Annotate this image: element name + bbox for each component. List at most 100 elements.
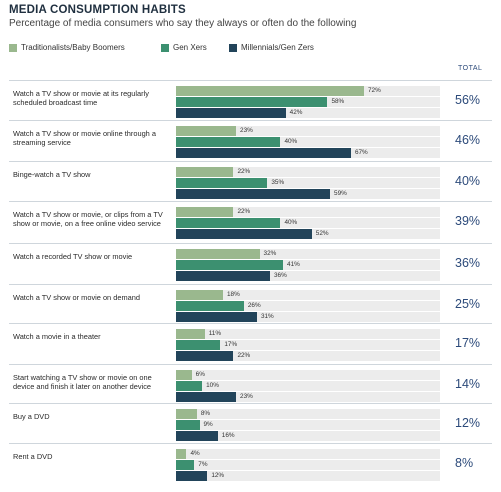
- chart-title: MEDIA CONSUMPTION HABITS: [9, 4, 186, 16]
- bar-value-label: 40%: [284, 138, 298, 145]
- bar: [176, 420, 200, 430]
- row-divider: [9, 323, 492, 324]
- total-column-header: TOTAL: [458, 65, 483, 72]
- legend-label: Gen Xers: [173, 43, 207, 52]
- bar-track: 22%: [176, 207, 440, 217]
- bar-track: 52%: [176, 229, 440, 239]
- bar: [176, 218, 281, 228]
- legend-item: Gen Xers: [161, 43, 207, 52]
- bar: [176, 137, 281, 147]
- bar: [176, 148, 351, 158]
- chart-row: Binge-watch a TV show 22% 35% 59% 40%: [9, 161, 492, 202]
- bar-track: 72%: [176, 86, 440, 96]
- bar-track: 23%: [176, 126, 440, 136]
- bar-value-label: 12%: [211, 472, 225, 479]
- bar-value-label: 23%: [240, 393, 253, 400]
- bar-value-label: 18%: [227, 291, 240, 298]
- bar: [176, 329, 205, 339]
- bar: [176, 431, 218, 441]
- bar-track: 12%: [176, 471, 440, 481]
- legend-swatch: [161, 43, 169, 52]
- row-divider: [9, 80, 492, 81]
- total-value: 40%: [455, 174, 481, 188]
- bar-value-label: 22%: [237, 168, 251, 175]
- bar-value-label: 11%: [208, 330, 222, 337]
- bar: [176, 471, 208, 481]
- bar-value-label: 4%: [190, 450, 200, 457]
- bar: [176, 126, 237, 136]
- row-divider: [9, 284, 492, 285]
- total-value: 17%: [455, 336, 481, 350]
- bar-value-label: 8%: [200, 410, 211, 417]
- bar-value-label: 36%: [274, 272, 287, 279]
- category-label: Binge-watch a TV show: [13, 170, 91, 179]
- row-divider: [9, 161, 492, 162]
- bar-track: 31%: [176, 312, 440, 322]
- bar: [176, 97, 328, 107]
- bar-track: 22%: [176, 167, 440, 177]
- legend-swatch: [9, 43, 17, 52]
- bar-value-label: 35%: [271, 179, 285, 186]
- bar: [176, 86, 364, 96]
- category-label: Watch a TV show or movie at its regularl…: [13, 89, 149, 108]
- bar-value-label: 40%: [284, 219, 298, 226]
- legend: Traditionalists/Baby Boomers Gen Xers Mill…: [9, 43, 314, 57]
- bar-value-label: 10%: [206, 382, 219, 389]
- legend-label: Traditionalists/Baby Boomers: [21, 43, 125, 52]
- category-label: Start watching a TV show or movie on one…: [13, 373, 152, 392]
- bar: [176, 370, 192, 380]
- chart-row: Watch a TV show or movie online through …: [9, 120, 492, 161]
- chart-row: Buy a DVD 8% 9% 16% 12%: [9, 403, 492, 444]
- bar-track: 32%: [176, 249, 440, 259]
- bar-value-label: 59%: [334, 190, 347, 197]
- bar-value-label: 31%: [260, 313, 274, 320]
- bar-track: 17%: [176, 340, 440, 350]
- bar: [176, 229, 312, 239]
- bar-track: 9%: [176, 420, 440, 430]
- total-value: 46%: [455, 133, 481, 147]
- total-value: 25%: [455, 297, 481, 311]
- chart-row: Start watching a TV show or movie on one…: [9, 364, 492, 405]
- row-divider: [9, 403, 492, 404]
- bar-value-label: 22%: [237, 208, 251, 215]
- chart-subtitle: Percentage of media consumers who say th…: [9, 18, 357, 29]
- chart-row: Watch a TV show or movie on demand 18% 26%…: [9, 284, 492, 325]
- bar-value-label: 52%: [315, 230, 329, 237]
- chart-row: Watch a TV show or movie at its regularl…: [9, 80, 492, 121]
- bar: [176, 340, 221, 350]
- bar-value-label: 16%: [221, 432, 235, 439]
- bar: [176, 312, 257, 322]
- bar-track: 59%: [176, 189, 440, 199]
- chart-row: Watch a TV show or movie, or clips from …: [9, 201, 492, 242]
- bar: [176, 449, 187, 459]
- bar: [176, 351, 234, 361]
- legend-item: Millennials/Gen Zers: [229, 43, 314, 52]
- bar: [176, 409, 197, 419]
- bar-value-label: 41%: [287, 261, 300, 268]
- bar-value-label: 67%: [354, 149, 368, 156]
- category-label: Watch a movie in a theater: [13, 332, 101, 341]
- total-value: 56%: [455, 93, 481, 107]
- bar: [176, 392, 237, 402]
- bar: [176, 271, 270, 281]
- bar-value-label: 72%: [368, 87, 381, 94]
- bar: [176, 167, 234, 177]
- category-label: Watch a TV show or movie on demand: [13, 293, 140, 302]
- bar-track: 67%: [176, 148, 440, 158]
- chart-row: Watch a movie in a theater 11% 17% 22% 17%: [9, 323, 492, 364]
- bar-value-label: 9%: [203, 421, 213, 428]
- total-value: 36%: [455, 256, 481, 270]
- row-divider: [9, 243, 492, 244]
- bar-track: 22%: [176, 351, 440, 361]
- bar-track: 23%: [176, 392, 440, 402]
- bar-value-label: 7%: [198, 461, 208, 468]
- bar: [176, 178, 268, 188]
- bar: [176, 290, 223, 300]
- total-value: 12%: [455, 416, 481, 430]
- category-label: Watch a recorded TV show or movie: [13, 252, 133, 261]
- bar-track: 18%: [176, 290, 440, 300]
- bar-chart: Watch a TV show or movie at its regularl…: [0, 80, 501, 485]
- bar-value-label: 26%: [247, 302, 261, 309]
- total-value: 14%: [455, 377, 481, 391]
- bar-value-label: 22%: [237, 352, 251, 359]
